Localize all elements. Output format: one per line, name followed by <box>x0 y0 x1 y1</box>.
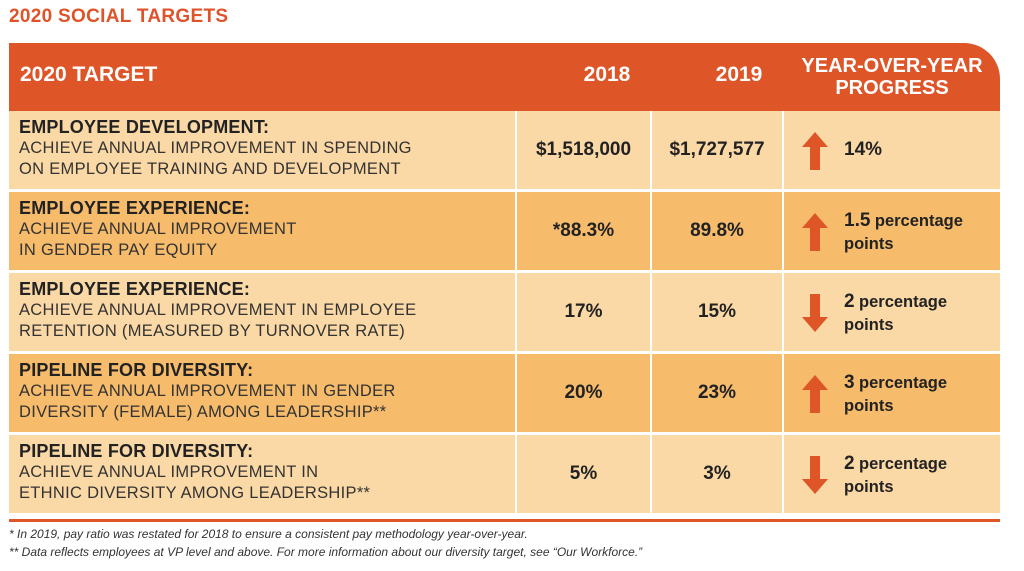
arrow-up-icon <box>802 132 828 170</box>
progress-unit-line2: points <box>844 478 894 496</box>
progress-text: 1.5 percentage points <box>844 210 963 255</box>
footnote-1: * In 2019, pay ratio was restated for 20… <box>9 527 528 541</box>
progress-value: 2 <box>844 453 855 474</box>
header-progress-line2: PROGRESS <box>835 77 949 99</box>
target-description-line1: ACHIEVE ANNUAL IMPROVEMENT IN <box>19 463 319 481</box>
value-2019: 23% <box>697 382 737 403</box>
progress-unit: percentage <box>859 455 948 473</box>
progress-cell: 3 percentage points <box>784 354 1000 432</box>
value-2019: 89.8% <box>690 220 744 241</box>
arrow-up-icon <box>802 213 828 251</box>
header-2019: 2019 <box>715 63 763 86</box>
table-row: PIPELINE FOR DIVERSITY: ACHIEVE ANNUAL IM… <box>9 435 1000 513</box>
value-2018-cell: $1,518,000 <box>517 111 652 189</box>
target-cell: PIPELINE FOR DIVERSITY: ACHIEVE ANNUAL IM… <box>9 435 517 513</box>
progress-cell: 1.5 percentage points <box>784 192 1000 270</box>
target-description-line2: RETENTION (MEASURED BY TURNOVER RATE) <box>19 322 406 340</box>
table-row: EMPLOYEE EXPERIENCE: ACHIEVE ANNUAL IMPRO… <box>9 192 1000 270</box>
value-2019: 3% <box>703 463 731 484</box>
value-2019-cell: 23% <box>652 354 784 432</box>
row-separator <box>9 189 1000 192</box>
value-2018: 20% <box>564 382 603 403</box>
target-category: PIPELINE FOR DIVERSITY: <box>19 360 254 380</box>
progress-cell: 2 percentage points <box>784 273 1000 351</box>
progress-value: 2 <box>844 291 855 312</box>
page-title: 2020 SOCIAL TARGETS <box>9 6 229 27</box>
target-description-line1: ACHIEVE ANNUAL IMPROVEMENT IN SPENDING <box>19 139 412 157</box>
value-2019-cell: $1,727,577 <box>652 111 784 189</box>
target-description-line2: IN GENDER PAY EQUITY <box>19 241 218 259</box>
target-description-line1: ACHIEVE ANNUAL IMPROVEMENT <box>19 220 297 238</box>
row-separator <box>9 270 1000 273</box>
target-description-line2: ON EMPLOYEE TRAINING AND DEVELOPMENT <box>19 160 401 178</box>
value-2018-cell: 5% <box>517 435 652 513</box>
row-separator <box>9 351 1000 354</box>
target-cell: EMPLOYEE EXPERIENCE: ACHIEVE ANNUAL IMPRO… <box>9 273 517 351</box>
arrow-down-icon <box>802 456 828 494</box>
progress-text: 2 percentage points <box>844 453 947 498</box>
target-description-line1: ACHIEVE ANNUAL IMPROVEMENT IN EMPLOYEE <box>19 301 417 319</box>
progress-text: 14% <box>844 139 882 162</box>
progress-cell: 14% <box>784 111 1000 189</box>
target-cell: EMPLOYEE EXPERIENCE: ACHIEVE ANNUAL IMPRO… <box>9 192 517 270</box>
value-2018: 5% <box>569 463 598 484</box>
target-category: EMPLOYEE EXPERIENCE: <box>19 279 251 299</box>
progress-text: 2 percentage points <box>844 291 947 336</box>
table-bottom-rule <box>9 519 1000 522</box>
value-2018: $1,518,000 <box>535 139 632 160</box>
progress-unit: percentage <box>874 212 963 230</box>
arrow-up-icon <box>802 375 828 413</box>
progress-unit: percentage <box>859 293 948 311</box>
target-category: EMPLOYEE DEVELOPMENT: <box>19 117 270 137</box>
value-2018-cell: *88.3% <box>517 192 652 270</box>
progress-unit: percentage <box>859 374 948 392</box>
header-progress: YEAR-OVER-YEAR PROGRESS <box>787 55 997 99</box>
header-progress-line1: YEAR-OVER-YEAR <box>801 55 983 77</box>
progress-value: 14% <box>844 139 883 160</box>
value-2019-cell: 15% <box>652 273 784 351</box>
target-category: EMPLOYEE EXPERIENCE: <box>19 198 251 218</box>
target-description-line2: DIVERSITY (FEMALE) AMONG LEADERSHIP** <box>19 403 387 421</box>
footnote-2: ** Data reflects employees at VP level a… <box>9 545 643 559</box>
value-2018-cell: 20% <box>517 354 652 432</box>
progress-value: 3 <box>844 372 855 393</box>
value-2018: 17% <box>564 301 603 322</box>
table-row: EMPLOYEE EXPERIENCE: ACHIEVE ANNUAL IMPRO… <box>9 273 1000 351</box>
value-2019-cell: 3% <box>652 435 784 513</box>
arrow-down-icon <box>802 294 828 332</box>
progress-unit-line2: points <box>844 316 894 334</box>
target-cell: PIPELINE FOR DIVERSITY: ACHIEVE ANNUAL IM… <box>9 354 517 432</box>
value-2019: 15% <box>697 301 737 322</box>
target-cell: EMPLOYEE DEVELOPMENT: ACHIEVE ANNUAL IMPR… <box>9 111 517 189</box>
progress-value: 1.5 <box>844 210 871 231</box>
table-row: PIPELINE FOR DIVERSITY: ACHIEVE ANNUAL IM… <box>9 354 1000 432</box>
row-separator <box>9 432 1000 435</box>
progress-unit-line2: points <box>844 397 894 415</box>
progress-unit-line2: points <box>844 235 894 253</box>
value-2018-cell: 17% <box>517 273 652 351</box>
table-row: EMPLOYEE DEVELOPMENT: ACHIEVE ANNUAL IMPR… <box>9 111 1000 189</box>
header-target: 2020 TARGET <box>20 63 158 86</box>
value-2019: $1,727,577 <box>669 139 765 160</box>
header-2018: 2018 <box>583 63 631 86</box>
progress-text: 3 percentage points <box>844 372 947 417</box>
target-category: PIPELINE FOR DIVERSITY: <box>19 441 254 461</box>
table-header: 2020 TARGET 2018 2019 YEAR-OVER-YEAR PRO… <box>9 43 1000 111</box>
value-2019-cell: 89.8% <box>652 192 784 270</box>
value-2018: *88.3% <box>552 220 615 241</box>
target-description-line1: ACHIEVE ANNUAL IMPROVEMENT IN GENDER <box>19 382 396 400</box>
target-description-line2: ETHNIC DIVERSITY AMONG LEADERSHIP** <box>19 484 371 502</box>
progress-cell: 2 percentage points <box>784 435 1000 513</box>
